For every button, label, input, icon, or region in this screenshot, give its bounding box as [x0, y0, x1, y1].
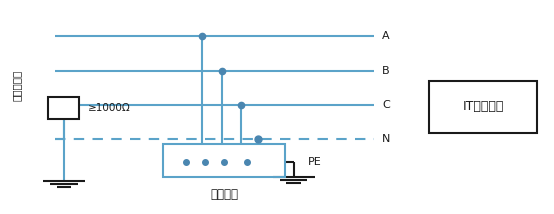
Text: B: B — [382, 66, 390, 76]
Text: A: A — [382, 31, 390, 41]
Text: C: C — [382, 100, 390, 110]
Text: N: N — [382, 134, 391, 144]
Polygon shape — [48, 97, 79, 119]
Text: IT接地系统: IT接地系统 — [463, 101, 504, 113]
Text: 变压器出线: 变压器出线 — [12, 70, 22, 101]
Text: 用电设备: 用电设备 — [211, 188, 238, 201]
Text: PE: PE — [307, 157, 321, 166]
Text: ≥1000Ω: ≥1000Ω — [88, 103, 130, 113]
Polygon shape — [429, 81, 537, 133]
